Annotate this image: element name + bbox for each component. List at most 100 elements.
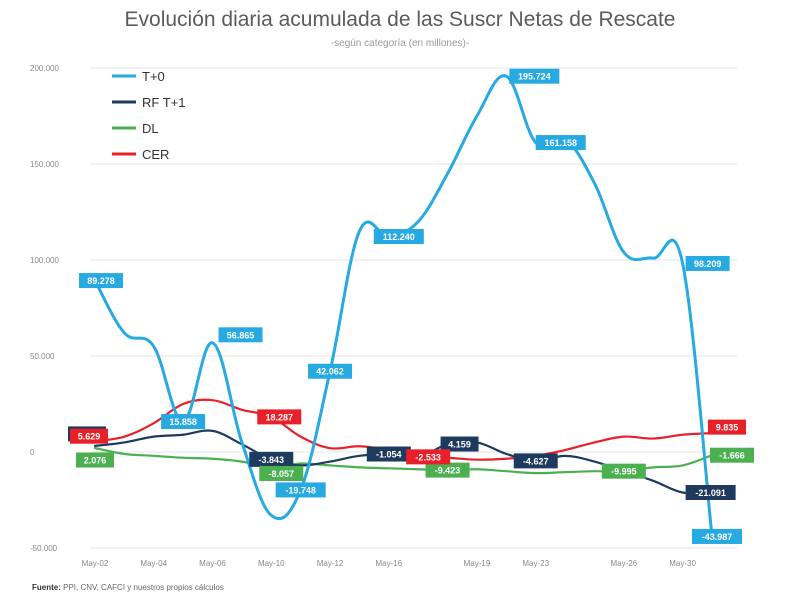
x-tick-label: May-23 [522, 559, 549, 568]
data-label-box [685, 255, 730, 271]
legend-label: RF T+1 [142, 95, 185, 110]
data-label-text: -1.054 [376, 450, 402, 460]
source-label: Fuente: [32, 583, 61, 592]
data-label-box [308, 363, 353, 379]
data-label: -19.748 [275, 482, 326, 498]
data-label: 89.278 [79, 273, 123, 289]
data-label: 18.287 [257, 409, 302, 425]
y-tick-label: 150.000 [30, 160, 59, 169]
data-label: -1.666 [710, 447, 754, 463]
data-label-text: -43.987 [702, 532, 733, 542]
data-label: 2.076 [76, 452, 114, 468]
data-label-text: -9.995 [611, 467, 637, 477]
data-label-text: 98.209 [694, 259, 722, 269]
data-label-box [509, 68, 560, 84]
data-label: -21.091 [685, 484, 736, 500]
chart-subtitle: -según categoría (en millones)- [330, 38, 470, 49]
data-label-box [79, 273, 123, 289]
data-label: -1.054 [366, 446, 411, 462]
data-label-box [440, 436, 479, 452]
data-label-text: 112.240 [383, 232, 415, 242]
data-label-text: -4.627 [523, 456, 549, 466]
data-label: -9.423 [425, 462, 470, 478]
data-label-text: 15.858 [169, 417, 197, 427]
data-label-box [161, 414, 206, 430]
data-label: -9.995 [601, 463, 646, 479]
data-label: -8.057 [259, 465, 304, 481]
data-label: -2.533 [406, 449, 451, 465]
series-line-rf-t-1 [93, 429, 714, 495]
data-label-text: 18.287 [266, 412, 294, 422]
data-label-text: 89.278 [87, 276, 115, 286]
y-tick-label: 50.000 [30, 352, 55, 361]
legend-item: DL [112, 121, 159, 136]
y-tick-label: 200.000 [30, 64, 59, 73]
x-tick-label: May-10 [258, 559, 285, 568]
data-label-box [535, 135, 586, 151]
data-label-box [70, 428, 108, 444]
data-label-text: 2.076 [84, 456, 107, 466]
data-label-box [259, 465, 304, 481]
line-chart: -50.000 0 50.000 100.000 150.000 200.000 May-0… [30, 64, 754, 568]
data-label: 195.724 [509, 68, 560, 84]
data-label: 161.158 [535, 135, 586, 151]
x-tick-label: May-06 [199, 559, 226, 568]
data-label: 56.865 [218, 327, 263, 343]
data-label: -4.627 [513, 453, 558, 469]
data-label-box [257, 409, 302, 425]
data-label-box [406, 449, 451, 465]
x-tick-label: May-12 [317, 559, 344, 568]
data-label: 15.858 [161, 414, 206, 430]
data-label-box [76, 452, 114, 468]
data-label: 42.062 [308, 363, 353, 379]
data-label-box [601, 463, 646, 479]
data-label-text: -1.666 [719, 451, 745, 461]
y-tick-label: 100.000 [30, 256, 59, 265]
source-note: Fuente: PPI, CNV, CAFCI y nuestros propi… [32, 583, 224, 592]
data-label-text: -21.091 [695, 488, 726, 498]
data-label-text: -19.748 [285, 485, 316, 495]
x-tick-label: May-26 [611, 559, 638, 568]
y-tick-label: 0 [30, 448, 35, 457]
legend-item: CER [112, 147, 169, 162]
data-label: 4.159 [440, 436, 479, 452]
data-label-text: -9.423 [435, 466, 461, 476]
x-tick-label: May-19 [464, 559, 491, 568]
legend-label: CER [142, 147, 169, 162]
data-label-text: 161.158 [544, 138, 577, 148]
data-label-box [425, 462, 470, 478]
data-label: -43.987 [692, 528, 742, 544]
x-tick-label: May-30 [669, 559, 696, 568]
data-label-box [708, 419, 746, 435]
data-label-text: -3.843 [259, 455, 285, 465]
data-label-text: -2.533 [415, 452, 441, 462]
legend-item: RF T+1 [112, 95, 185, 110]
data-label-box [710, 447, 754, 463]
y-tick-label: -50.000 [30, 544, 58, 553]
data-label-text: 195.724 [518, 72, 551, 82]
data-label: 112.240 [373, 228, 424, 244]
data-label-text: 56.865 [227, 330, 255, 340]
chart-title: Evolución diaria acumulada de las Suscr … [124, 8, 676, 31]
data-label-text: 9.835 [716, 423, 739, 433]
data-label: 98.209 [685, 255, 730, 271]
data-label-text: -8.057 [269, 469, 295, 479]
x-tick-label: May-16 [375, 559, 402, 568]
data-label: -3.843 [249, 451, 294, 467]
data-label-text: 4.159 [448, 440, 471, 450]
data-label-box [218, 327, 263, 343]
legend-label: DL [142, 121, 159, 136]
data-label-box [275, 482, 326, 498]
data-label: 9.835 [708, 419, 746, 435]
data-label-box [513, 453, 558, 469]
data-label: 5.629 [70, 428, 108, 444]
data-label-box [249, 451, 294, 467]
data-label-box [373, 228, 424, 244]
x-tick-label: May-04 [140, 559, 167, 568]
source-text: PPI, CNV, CAFCI y nuestros propios cálcu… [60, 583, 224, 592]
x-tick-label: May-02 [82, 559, 109, 568]
legend-item: T+0 [112, 69, 165, 84]
data-label-text: 42.062 [316, 367, 344, 377]
data-label-box [366, 446, 411, 462]
data-label-box [685, 484, 736, 500]
